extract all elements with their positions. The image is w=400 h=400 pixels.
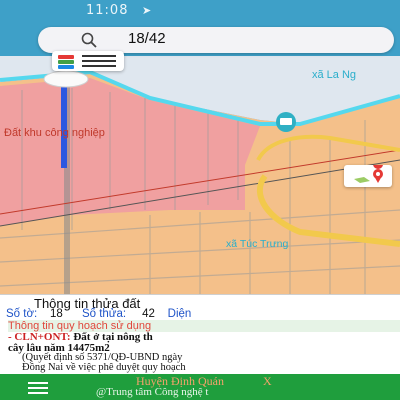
main-road-2 <box>256 134 400 162</box>
bottom-bar: Huyện Định Quán X @Trung tâm Công nghệ t <box>0 374 400 400</box>
sheet-value: 18 <box>49 308 63 320</box>
search-input[interactable]: 18/42 <box>128 30 166 47</box>
power-line-2 <box>0 159 400 227</box>
copyright-text: @Trung tâm Công nghệ t <box>96 386 209 398</box>
legend-swatch-red <box>58 55 74 59</box>
poi-marker-icon <box>280 118 292 125</box>
sheet-label: Số tờ: <box>6 308 38 320</box>
decision-info: (Quyết định số 5371/QĐ-UBND ngày Đồng Na… <box>22 352 400 373</box>
zoning-text-2: cây lâu năm 14475m2 <box>8 342 110 354</box>
industrial-zone-label: Đất khu công nghiệp <box>4 127 105 139</box>
decision-text-1: (Quyết định số 5371/QĐ-UBND ngày <box>22 352 183 363</box>
parcel-value: 42 <box>142 308 155 320</box>
location-marker-line <box>61 84 67 168</box>
district-name: Huyện Định Quán X <box>136 374 272 389</box>
parcel-id-row: Số tờ: 18 Số thửa: 42 Diện <box>6 308 191 320</box>
list-icon-line <box>82 65 116 67</box>
district-name-suffix: X <box>262 374 272 388</box>
commune-label-south: xã Túc Trưng <box>226 238 289 250</box>
main-road <box>257 174 400 247</box>
zoning-code: - CLN+ONT: <box>8 331 71 343</box>
power-line-1 <box>0 149 400 215</box>
search-icon <box>81 32 97 48</box>
legend-swatch-blue <box>58 65 74 69</box>
parcel-info-panel: Thông tin thửa đất Số tờ: 18 Số thửa: 42… <box>0 294 400 375</box>
map-upper-light-region <box>0 56 400 124</box>
zoning-text-1: Đất ở tại nông th <box>73 331 153 343</box>
gps-dot[interactable] <box>43 70 89 88</box>
planning-header[interactable]: Thông tin quy hoạch sử dụng <box>8 320 400 332</box>
district-name-text: Huyện Định Quán <box>136 374 224 388</box>
status-time: 11:08 <box>86 3 129 18</box>
hamburger-menu-icon[interactable] <box>22 380 52 396</box>
parcel-label: Số thửa: <box>81 308 127 320</box>
search-bar[interactable]: 18/42 <box>38 27 394 53</box>
zoning-info: - CLN+ONT: Đất ở tại nông th cây lâu năm… <box>8 332 400 354</box>
road-vertical <box>64 86 70 296</box>
legend-swatch-green <box>58 60 74 64</box>
list-icon-line <box>82 55 116 57</box>
area-label: Diện <box>167 308 192 320</box>
layer-legend-button[interactable] <box>52 51 124 71</box>
map-pin-button[interactable] <box>344 159 392 187</box>
status-bar: 11:08 ➤ <box>0 0 400 24</box>
panel-title: Thông tin thửa đất <box>34 296 141 311</box>
commune-label-north: xã La Ng <box>312 69 357 81</box>
navigation-arrow-icon: ➤ <box>142 4 152 17</box>
list-icon-line <box>82 60 116 62</box>
decision-text-2: Đồng Nai về việc phê duyệt quy hoạch <box>22 362 186 373</box>
map-pin-icon <box>354 159 384 183</box>
